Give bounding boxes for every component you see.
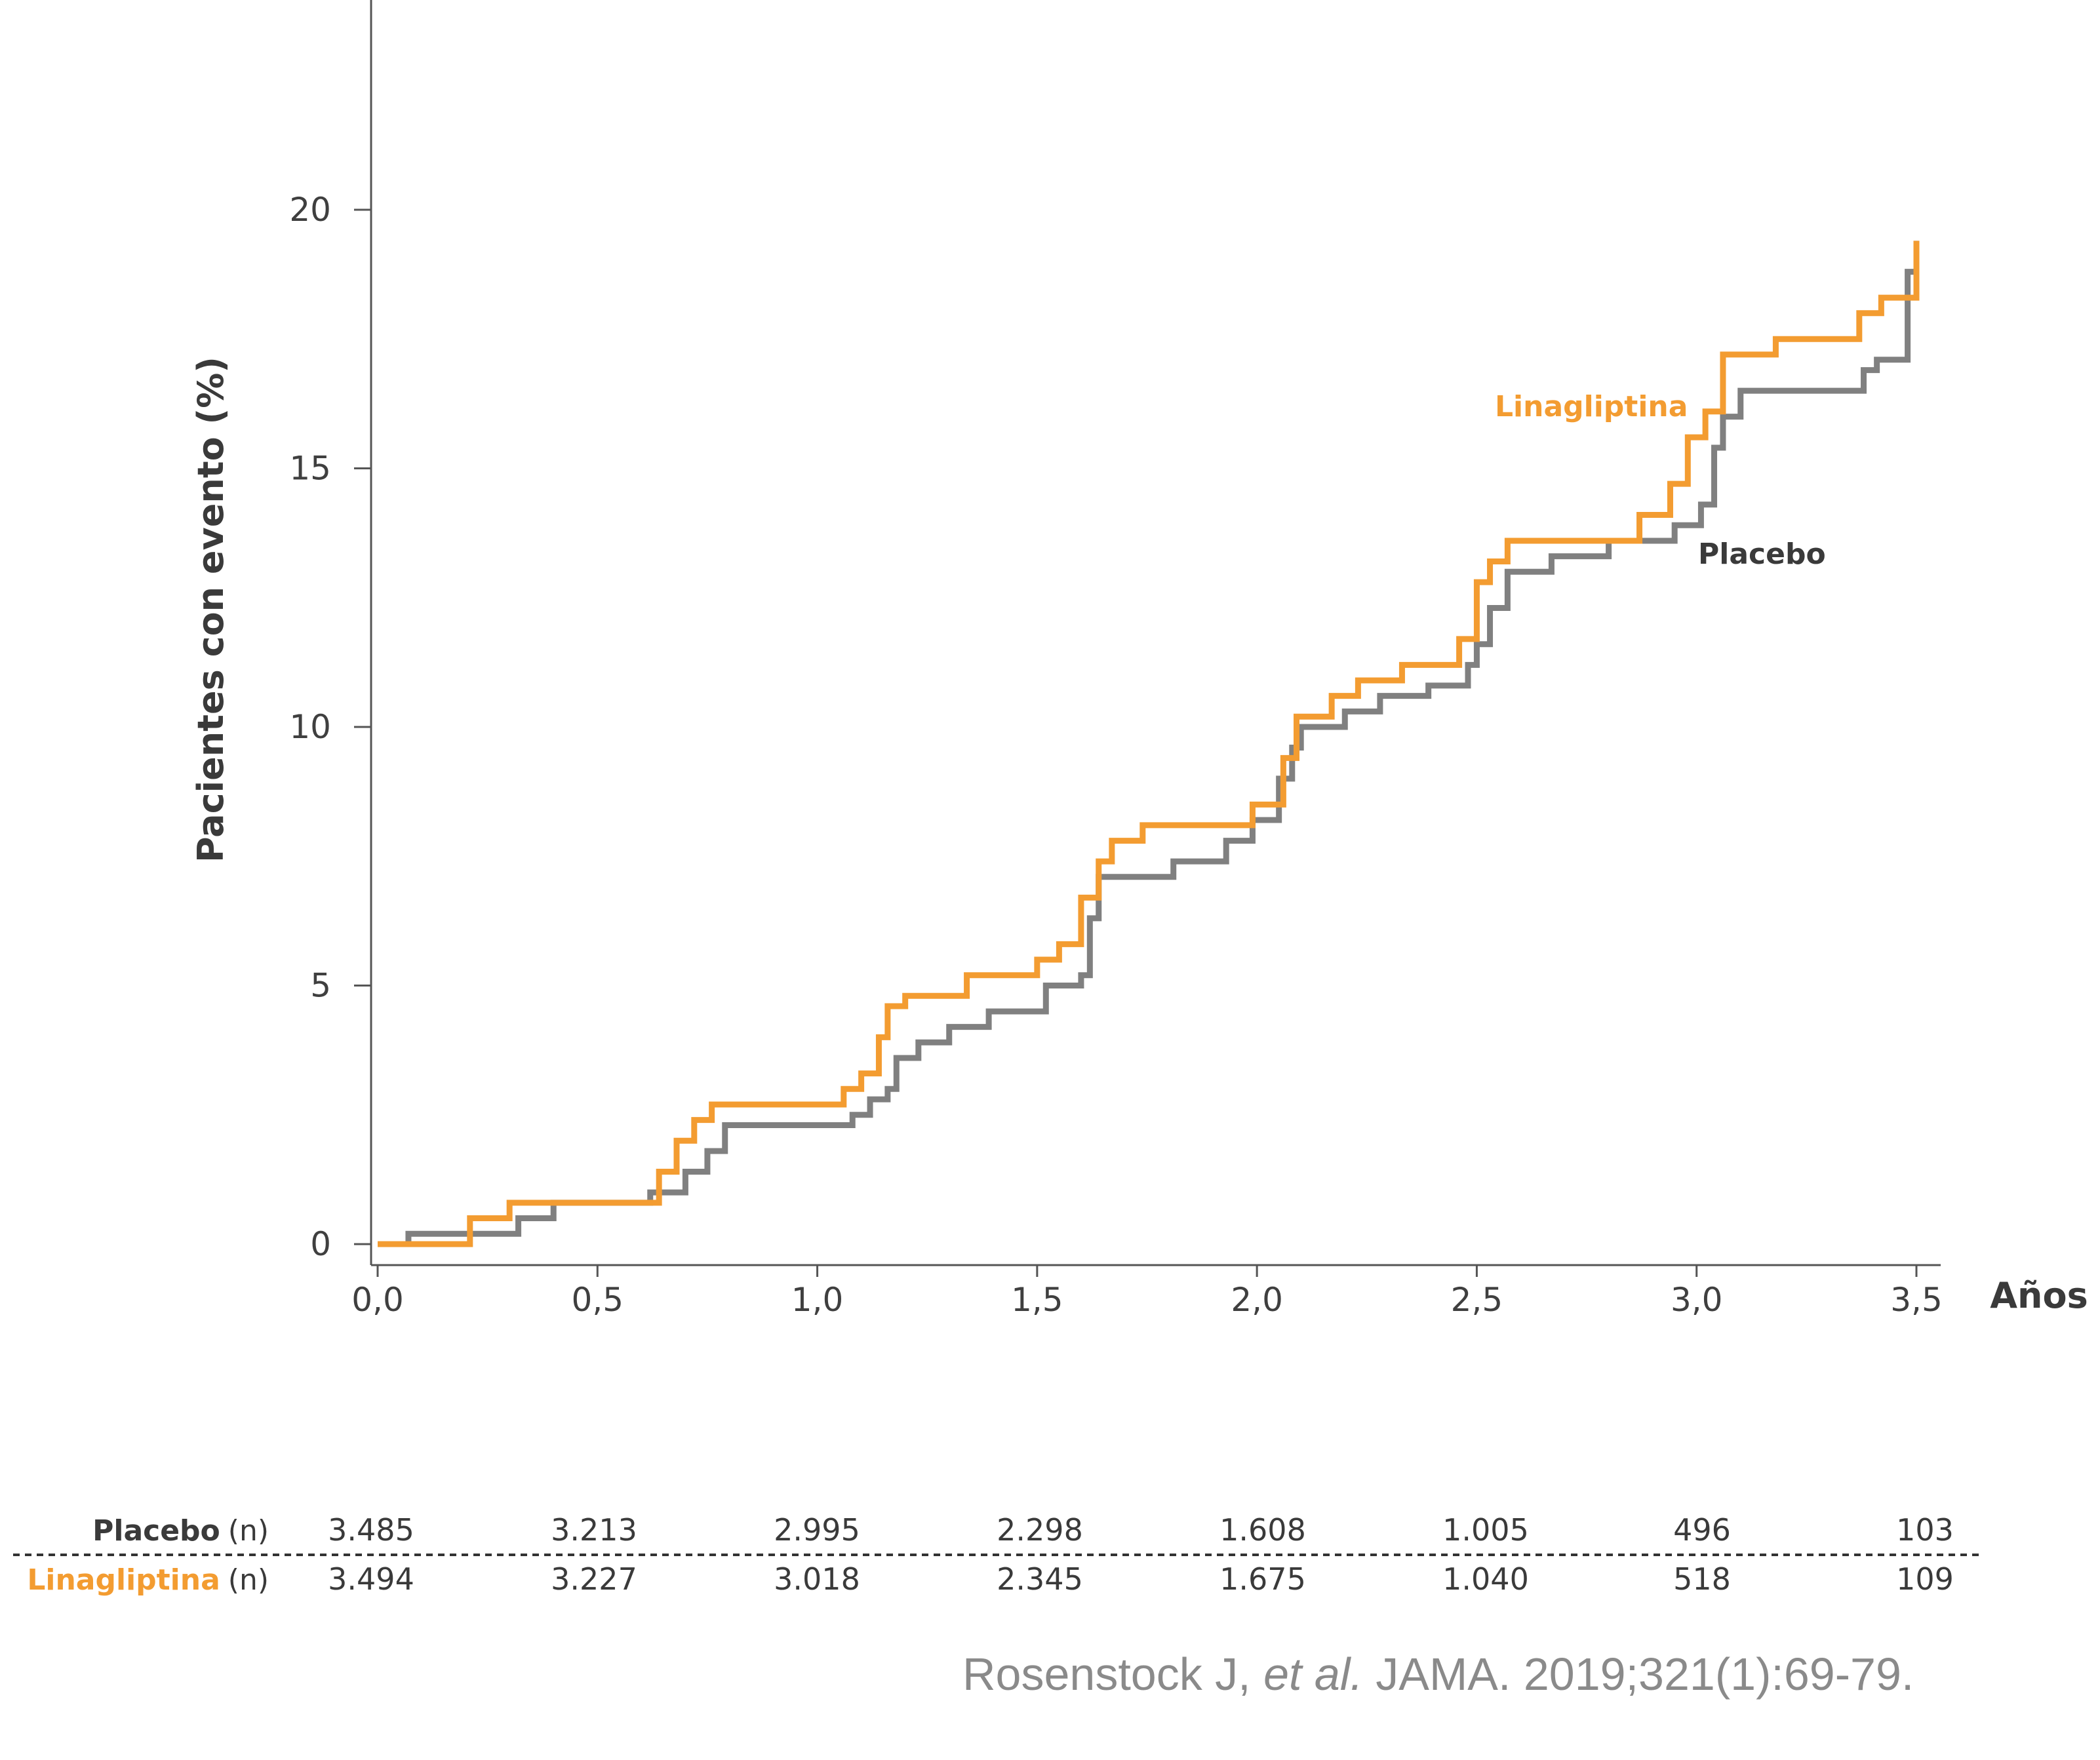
- citation-etal: et al.: [1263, 1649, 1363, 1700]
- citation-author: Rosenstock J,: [962, 1649, 1263, 1700]
- x-axis-ticks: 0,0 0,5 1,0 1,5 2,0 2,5 3,0 3,5: [351, 1265, 1943, 1319]
- x-tick-label: 0,0: [351, 1281, 404, 1319]
- y-axis-title: Pacientes con evento (%): [190, 357, 231, 863]
- risk-linagliptina-cell: 1.675: [1219, 1561, 1306, 1597]
- series-label-linagliptina: Linagliptina: [1495, 390, 1688, 423]
- series-lines: [378, 241, 1920, 1247]
- y-tick-label: 10: [289, 708, 331, 746]
- risk-placebo-cell: 1.005: [1442, 1512, 1529, 1548]
- risk-row-linagliptina-label: Linagliptina (n): [27, 1563, 269, 1597]
- y-axis-ticks: 0 5 10 15 20: [289, 191, 371, 1263]
- risk-row-placebo-label: Placebo (n): [92, 1514, 269, 1548]
- x-tick-label: 3,0: [1671, 1281, 1723, 1319]
- risk-linagliptina-name: Linagliptina: [27, 1563, 220, 1597]
- risk-linagliptina-cell: 2.345: [997, 1561, 1083, 1597]
- citation-journal: JAMA. 2019;321(1):69-79.: [1363, 1649, 1914, 1700]
- risk-linagliptina-cell: 518: [1673, 1561, 1731, 1597]
- series-line-linagliptina: [378, 241, 1920, 1247]
- risk-placebo-cell: 2.995: [774, 1512, 860, 1548]
- y-tick-label: 5: [310, 967, 331, 1005]
- x-tick-label: 1,0: [791, 1281, 844, 1319]
- risk-linagliptina-cell: 3.227: [551, 1561, 637, 1597]
- x-tick-label: 1,5: [1011, 1281, 1063, 1319]
- x-tick-label: 3,5: [1890, 1281, 1943, 1319]
- risk-placebo-cell: 1.608: [1219, 1512, 1306, 1548]
- risk-placebo-cell: 3.485: [328, 1512, 414, 1548]
- risk-placebo-cell: 3.213: [551, 1512, 637, 1548]
- y-tick-label: 15: [289, 450, 331, 488]
- citation: Rosenstock J, et al. JAMA. 2019;321(1):6…: [962, 1649, 1914, 1700]
- risk-linagliptina-cell: 3.018: [774, 1561, 860, 1597]
- x-tick-label: 0,5: [572, 1281, 624, 1319]
- risk-placebo-n-suffix: (n): [228, 1514, 269, 1548]
- risk-linagliptina-cell: 1.040: [1442, 1561, 1529, 1597]
- risk-placebo-name: Placebo: [92, 1514, 220, 1548]
- risk-linagliptina-cell: 109: [1896, 1561, 1954, 1597]
- series-label-placebo: Placebo: [1698, 538, 1826, 571]
- risk-row-placebo-values: 3.485 3.213 2.995 2.298 1.608 1.005 496 103: [328, 1512, 1954, 1548]
- risk-linagliptina-n-suffix: (n): [228, 1563, 269, 1597]
- risk-row-linagliptina-values: 3.494 3.227 3.018 2.345 1.675 1.040 518 109: [328, 1561, 1954, 1597]
- y-tick-label: 20: [289, 191, 331, 229]
- risk-linagliptina-cell: 3.494: [328, 1561, 414, 1597]
- y-tick-label: 0: [310, 1225, 331, 1263]
- x-axis-title: Años: [1990, 1275, 2088, 1316]
- x-tick-label: 2,0: [1231, 1281, 1283, 1319]
- risk-placebo-cell: 496: [1673, 1512, 1731, 1548]
- risk-placebo-cell: 103: [1896, 1512, 1954, 1548]
- x-tick-label: 2,5: [1451, 1281, 1503, 1319]
- risk-placebo-cell: 2.298: [997, 1512, 1083, 1548]
